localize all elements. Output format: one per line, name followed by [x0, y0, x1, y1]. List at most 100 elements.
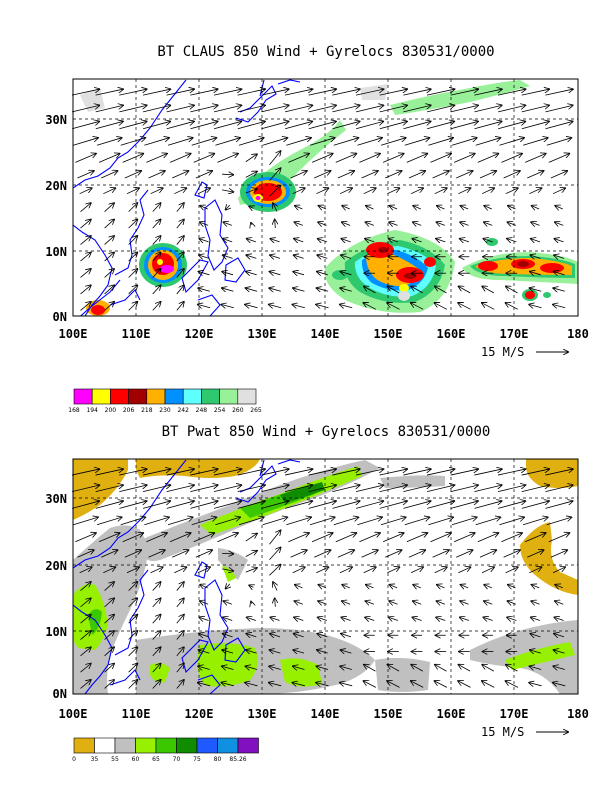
wind-vector — [355, 469, 383, 476]
wind-vector — [152, 269, 161, 278]
wind-vector — [341, 650, 352, 653]
wind-vector — [120, 138, 146, 146]
wind-vector — [213, 469, 241, 476]
panel-2-colorbar: 0 35 55 60 65 70 75 80 85.26 — [72, 737, 259, 763]
wind-vector — [191, 517, 217, 526]
wind-vector — [217, 533, 237, 543]
wind-vector — [261, 485, 288, 493]
colorbar-label: 60 — [132, 756, 140, 763]
wind-vector — [388, 286, 400, 294]
wind-vector — [245, 534, 257, 542]
wind-vector — [527, 171, 543, 179]
wind-vector — [169, 154, 190, 163]
wind-vector — [295, 222, 303, 225]
wind-vector — [521, 469, 549, 476]
wind-vector — [223, 601, 232, 604]
wind-vector — [389, 239, 399, 242]
panel-1-x-axis: 100E 110E 120E 130E 140E 150E 160E 170E … — [59, 327, 589, 341]
panel-2-frame — [72, 458, 579, 695]
wind-vector — [195, 171, 212, 179]
wind-vector — [80, 615, 91, 624]
wind-vector — [293, 305, 305, 308]
colorbar-swatch — [135, 737, 157, 754]
wind-vector — [288, 154, 308, 163]
wind-vector — [176, 598, 184, 608]
wind-vector — [548, 533, 569, 543]
wind-vector — [428, 517, 453, 526]
wind-vector — [104, 203, 114, 212]
wind-vector — [95, 121, 123, 130]
panel-1-title: BT CLAUS 850 Wind + Gyrelocs 830531/0000 — [157, 44, 494, 60]
wind-vector — [152, 680, 161, 689]
wind-vector — [366, 601, 374, 604]
wind-vector — [412, 617, 422, 620]
wind-vector — [506, 681, 519, 688]
wind-vector — [531, 239, 541, 242]
wind-vector — [128, 647, 138, 657]
wind-vector — [363, 188, 376, 195]
wind-vector — [104, 598, 114, 608]
wind-vector — [410, 567, 423, 574]
wind-vector — [104, 647, 114, 657]
wind-vector — [288, 533, 308, 543]
wind-vector — [176, 631, 184, 640]
wind-vector — [222, 190, 233, 192]
wind-vector — [80, 631, 91, 640]
y-tick-label: 10N — [45, 625, 67, 639]
wind-vector — [555, 585, 563, 588]
wind-vector — [507, 239, 517, 242]
wind-vector — [286, 517, 311, 526]
wind-vector — [545, 89, 572, 96]
wind-vector — [545, 469, 572, 476]
panel-1-vector-reference: 15 M/S — [481, 345, 568, 359]
x-tick-label: 150E — [374, 707, 403, 721]
x-tick-label: 110E — [122, 327, 151, 341]
panel-1-field — [73, 79, 578, 316]
wind-vector — [435, 665, 447, 672]
wind-vector — [152, 631, 161, 640]
wind-vector — [451, 138, 477, 146]
wind-vector — [477, 154, 498, 163]
wind-vector — [366, 206, 374, 209]
wind-vector — [337, 171, 354, 179]
wind-vector — [317, 272, 328, 275]
wind-vector — [246, 255, 257, 258]
wind-vector — [366, 585, 374, 588]
y-tick-label: 0N — [53, 310, 67, 324]
wind-vector — [79, 567, 92, 574]
wind-vector — [342, 206, 350, 209]
wind-vector — [275, 598, 276, 607]
wind-vector — [332, 485, 359, 493]
colorbar-swatch — [146, 388, 166, 405]
wind-vector — [523, 138, 548, 146]
wind-vector — [269, 151, 280, 166]
wind-vector — [435, 286, 447, 294]
wind-vector — [199, 617, 209, 620]
wind-vector — [503, 550, 520, 558]
wind-vector — [146, 533, 166, 543]
wind-vector — [152, 615, 161, 624]
wind-vector — [428, 138, 453, 146]
wind-vector — [128, 615, 138, 624]
wind-vector — [482, 681, 495, 688]
wind-vector — [475, 138, 501, 146]
wind-vector — [238, 138, 264, 146]
wind-vector — [364, 303, 377, 310]
wind-vector — [555, 222, 564, 225]
wind-vector — [104, 302, 114, 311]
wind-vector — [79, 188, 92, 195]
wind-vector — [222, 569, 233, 571]
wind-vector — [427, 501, 454, 509]
wind-vector — [104, 615, 114, 624]
wind-vector — [530, 272, 541, 275]
x-tick-label: 100E — [59, 327, 88, 341]
wind-vector — [270, 272, 281, 275]
wind-vector — [292, 567, 305, 574]
wind-vector — [430, 154, 450, 163]
wind-vector — [308, 485, 336, 493]
wind-vector — [269, 530, 280, 545]
wind-vector — [190, 89, 217, 96]
wind-vector — [508, 222, 517, 225]
x-tick-label: 100E — [59, 707, 88, 721]
wind-vector — [408, 550, 425, 558]
